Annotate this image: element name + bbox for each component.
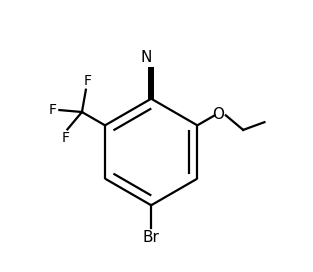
Text: F: F: [62, 131, 70, 145]
Text: N: N: [141, 50, 152, 65]
Text: F: F: [83, 74, 91, 88]
Text: F: F: [49, 103, 57, 116]
Text: O: O: [212, 107, 224, 122]
Text: Br: Br: [143, 230, 160, 245]
